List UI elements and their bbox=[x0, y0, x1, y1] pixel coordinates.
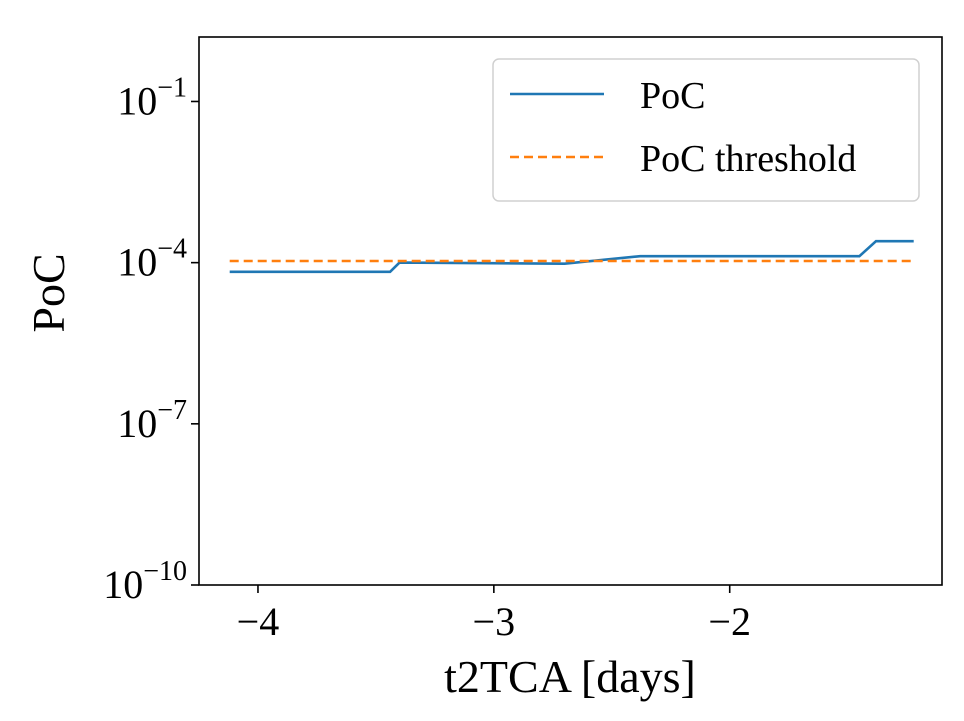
x-axis-ticks: −4 −3 −2 bbox=[237, 585, 751, 644]
legend-label-threshold: PoC threshold bbox=[640, 138, 856, 180]
x-axis-title: t2TCA [days] bbox=[444, 651, 696, 702]
x-tick-label: −4 bbox=[237, 599, 280, 644]
x-tick-label: −2 bbox=[708, 599, 751, 644]
y-tick-label: 10−7 bbox=[117, 395, 187, 446]
y-axis-ticks: 10−10 10−7 10−4 10−1 bbox=[103, 72, 199, 607]
series-lines bbox=[229, 239, 914, 274]
y-tick-label: 10−10 bbox=[103, 556, 187, 607]
x-tick-label: −3 bbox=[473, 599, 516, 644]
legend-label-poc: PoC bbox=[640, 75, 705, 117]
y-tick-label: 10−1 bbox=[117, 72, 187, 123]
plot-frame bbox=[198, 36, 943, 586]
legend: PoC PoC threshold bbox=[492, 58, 920, 202]
y-axis-title: PoC bbox=[23, 253, 74, 332]
y-tick-label: 10−4 bbox=[117, 234, 187, 285]
